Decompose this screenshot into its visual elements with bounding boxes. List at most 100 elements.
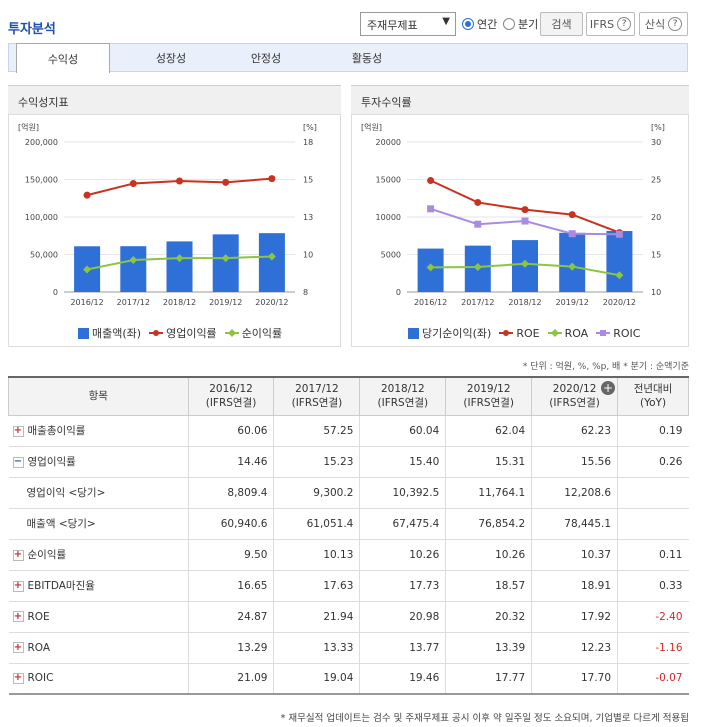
column-header: 전년대비 (YoY) xyxy=(617,376,689,416)
section-title: 투자분석 xyxy=(8,22,56,37)
legend-item: ROA xyxy=(547,326,589,340)
legend-label: ROA xyxy=(564,326,589,340)
y-right-tick-label: 20 xyxy=(651,213,661,222)
column-header: 2018/12 (IFRS연결) xyxy=(359,376,447,416)
y-right-tick-label: 30 xyxy=(651,138,661,147)
value-cell: 17.77 xyxy=(445,663,532,695)
legend-label: ROIC xyxy=(613,326,641,340)
row-label: ROA xyxy=(27,641,51,654)
y-right-unit: [%] xyxy=(303,123,317,132)
column-header: 2020/12 (IFRS연결) + xyxy=(531,376,619,416)
legend-line-swatch xyxy=(547,329,562,337)
value-cell: 8,809.4 xyxy=(187,477,274,509)
point xyxy=(473,263,482,272)
add-column-icon[interactable]: + xyxy=(601,381,616,395)
row-label: 영업이익률 xyxy=(27,456,76,468)
unit-note: * 단위 : 억원, %, %p, 배 * 분기 : 순액기준 xyxy=(522,362,689,372)
value-cell: 13.29 xyxy=(187,632,274,664)
point xyxy=(83,265,92,274)
radio-quarter[interactable]: 분기 xyxy=(503,16,538,32)
formula-help-button[interactable]: 산식 ? xyxy=(639,12,688,36)
question-icon: ? xyxy=(617,17,632,31)
ifrs-help-button[interactable]: IFRS ? xyxy=(586,12,635,36)
row-label-cell[interactable]: + 순이익률 xyxy=(8,539,189,571)
legend-item: 순이익률 xyxy=(224,325,282,341)
legend-item: ROE xyxy=(499,327,540,340)
yoy-cell xyxy=(617,508,689,540)
statement-type-select[interactable]: 주재무제표 ▼ xyxy=(360,12,456,36)
row-label: EBITDA마진율 xyxy=(27,580,95,592)
y-left-unit: [억원] xyxy=(361,122,382,132)
table-header-row: 항목 2016/12 (IFRS연결) 2017/12 (IFRS연결) 2018/… xyxy=(8,376,689,416)
column-header: 2019/12 (IFRS연결) xyxy=(445,376,533,416)
y-left-tick-label: 150,000 xyxy=(25,176,58,185)
y-left-tick-label: 50,000 xyxy=(30,251,58,260)
search-button[interactable]: 검색 xyxy=(540,12,583,36)
y-left-tick-label: 200,000 xyxy=(25,138,58,147)
legend-label: 당기순이익(좌) xyxy=(422,327,492,340)
tab-stability[interactable]: 안정성 xyxy=(250,51,282,65)
column-header-sublabel: (IFRS연결) xyxy=(463,397,515,410)
expand-icon[interactable]: + xyxy=(12,610,24,622)
point xyxy=(521,206,529,214)
value-cell: 12,208.6 xyxy=(531,477,618,509)
column-header-label: 항목 xyxy=(88,390,108,403)
point xyxy=(426,263,435,272)
point xyxy=(222,178,230,186)
point xyxy=(129,256,138,265)
x-tick-label: 2020/12 xyxy=(255,298,288,307)
row-label-cell[interactable]: + EBITDA마진율 xyxy=(8,570,189,602)
expand-icon[interactable]: + xyxy=(12,549,24,561)
row-label-cell[interactable]: + ROE xyxy=(8,601,189,633)
footer-note: * 재무실적 업데이트는 검수 및 주재무제표 공시 이후 약 일주일 정도 소… xyxy=(280,713,689,724)
value-cell: 10,392.5 xyxy=(359,477,446,509)
row-label-cell[interactable]: + ROIC xyxy=(8,663,189,695)
point xyxy=(615,271,624,280)
point xyxy=(568,230,576,238)
value-cell: 62.23 xyxy=(531,415,618,447)
value-cell: 62.04 xyxy=(445,415,532,447)
x-tick-label: 2016/12 xyxy=(414,298,447,307)
value-cell: 10.26 xyxy=(359,539,446,571)
point xyxy=(474,220,482,228)
value-cell: 60.06 xyxy=(187,415,274,447)
y-left-unit: [억원] xyxy=(18,122,39,132)
bar xyxy=(212,234,239,292)
return-chart-title: 투자수익률 xyxy=(351,85,689,115)
y-right-tick-label: 8 xyxy=(303,288,308,297)
legend-line-swatch xyxy=(224,329,239,337)
collapse-icon[interactable]: − xyxy=(12,456,24,468)
value-cell: 10.26 xyxy=(445,539,532,571)
column-header-sublabel: (IFRS연결) xyxy=(291,397,343,410)
row-label-cell[interactable]: + 매출총이익률 xyxy=(8,415,189,447)
x-tick-label: 2019/12 xyxy=(556,298,589,307)
table-row: − 영업이익률 14.46 15.23 15.40 15.31 15.56 0.26 xyxy=(8,446,689,478)
bar xyxy=(559,232,586,292)
column-header: 2016/12 (IFRS연결) xyxy=(187,376,275,416)
expand-icon[interactable]: + xyxy=(12,425,24,437)
value-cell: 67,475.4 xyxy=(359,508,446,540)
radio-annual[interactable]: 연간 xyxy=(462,16,497,32)
row-label-cell[interactable]: − 영업이익률 xyxy=(8,446,189,478)
y-right-tick-label: 15 xyxy=(303,176,313,185)
point xyxy=(568,262,577,271)
y-right-tick-label: 13 xyxy=(303,213,313,222)
row-label: 매출액 <당기> xyxy=(26,518,96,530)
value-cell: 60,940.6 xyxy=(187,508,274,540)
point xyxy=(221,254,230,263)
expand-icon[interactable]: + xyxy=(12,672,24,684)
value-cell: 13.39 xyxy=(445,632,532,664)
row-label-cell[interactable]: + ROA xyxy=(8,632,189,664)
expand-icon[interactable]: + xyxy=(12,641,24,653)
y-right-tick-label: 25 xyxy=(651,176,661,185)
column-header-label: 2017/12 xyxy=(295,383,339,396)
tab-activity[interactable]: 활동성 xyxy=(351,51,383,65)
expand-icon[interactable]: + xyxy=(12,580,24,592)
tab-growth[interactable]: 성장성 xyxy=(155,51,187,65)
table-row: 매출액 <당기> 60,940.6 61,051.4 67,475.4 76,854.2… xyxy=(8,508,689,540)
chevron-down-icon: ▼ xyxy=(442,16,450,27)
legend-bar-swatch xyxy=(408,327,419,339)
bar xyxy=(258,233,285,292)
tab-profitability[interactable]: 수익성 xyxy=(16,43,110,73)
legend-item: 영업이익률 xyxy=(149,325,217,341)
